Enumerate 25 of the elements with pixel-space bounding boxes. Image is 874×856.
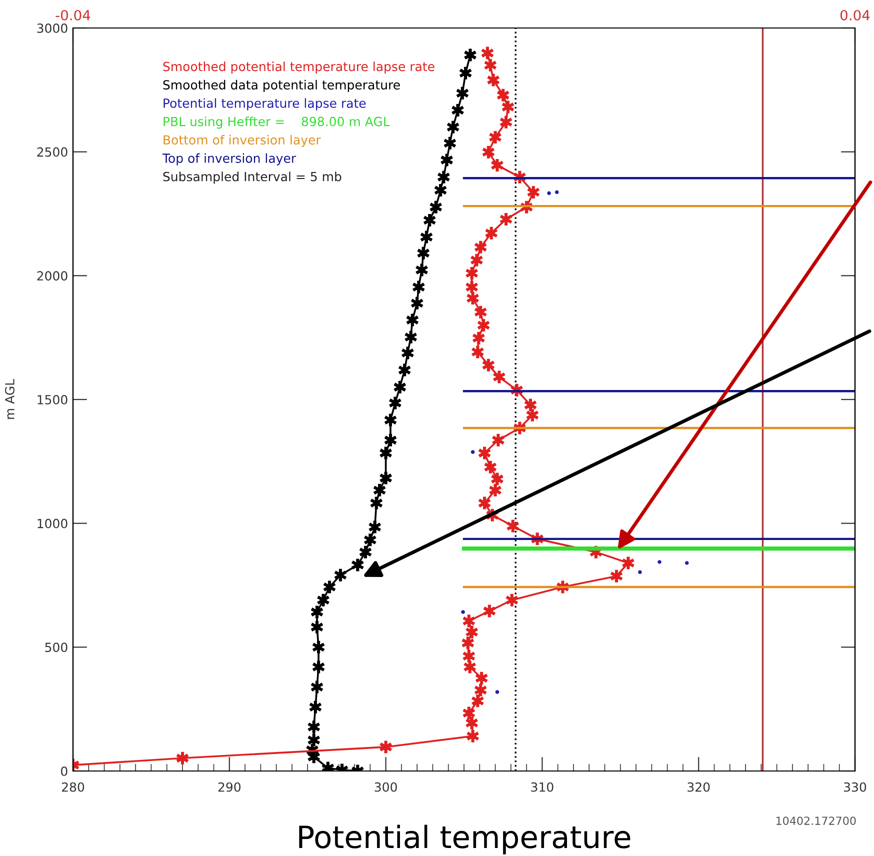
text: PBL using Heffter = 898.00 m AGL xyxy=(164,116,390,129)
text: Top of inversion layer xyxy=(162,153,296,166)
y-tick-label: 1000 xyxy=(38,518,68,528)
annotation: Subsampled Interval = 5 mb xyxy=(163,172,342,184)
x-tick-label: 310 xyxy=(531,782,554,792)
x-tick-label: 290 xyxy=(218,782,240,792)
y-tick-label: 0 xyxy=(61,766,68,776)
text: Bottom of inversion layer xyxy=(164,134,321,148)
x-tick-label: 280 xyxy=(62,782,84,792)
x2-tick-label: -0.04 xyxy=(56,10,90,20)
y-tick-label: 1500 xyxy=(38,394,68,404)
y-tick-label: 2500 xyxy=(37,147,68,157)
y-tick-label: 2000 xyxy=(37,271,68,281)
x-tick-label: 300 xyxy=(374,782,397,792)
y-tick-label: 500 xyxy=(45,642,68,652)
y-axis-title: m AGL xyxy=(5,379,14,419)
text: Smoothed potential temperature lapse rate xyxy=(163,62,434,74)
y-tick-label: 3000 xyxy=(37,23,68,33)
x2-tick-label: 0.04 xyxy=(840,10,870,20)
text: 10402.172700 xyxy=(776,816,856,825)
x-tick-label: 330 xyxy=(844,782,866,792)
text: Potential temperature lapse rate xyxy=(164,98,366,110)
x-tick-label: 320 xyxy=(688,782,710,792)
x-axis-title: Potential temperature xyxy=(299,824,630,854)
text: Smoothed data potential temperature xyxy=(163,80,400,92)
